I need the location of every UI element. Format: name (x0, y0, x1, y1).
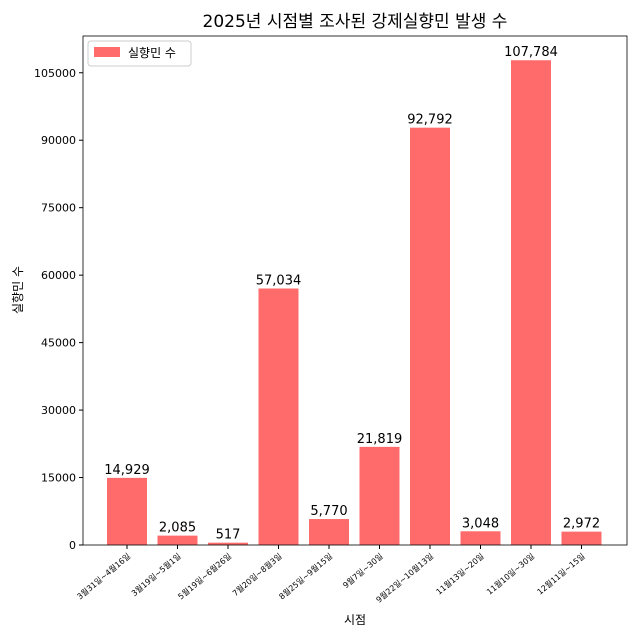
bar (107, 477, 147, 545)
bar (208, 542, 248, 545)
legend: 실향민 수 (87, 40, 192, 67)
x-axis-label: 시점 (344, 613, 366, 627)
data-label: 3,048 (462, 516, 499, 531)
x-tick-label: 8월25일~9월15일 (277, 551, 335, 602)
chart-title: 2025년 시점별 조사된 강제실향민 발생 수 (203, 12, 508, 32)
x-tick-label: 3월19일~5월1일 (129, 551, 183, 598)
bar (410, 127, 450, 546)
data-label: 92,792 (407, 113, 453, 128)
y-tick-label: 30000 (41, 404, 76, 417)
legend-label: 실향민 수 (128, 46, 176, 60)
bar (511, 60, 551, 545)
bar (561, 531, 602, 545)
bar (258, 288, 299, 545)
y-tick-label: 60000 (41, 269, 76, 282)
data-label: 2,085 (159, 521, 196, 536)
x-tick-label: 9월7일~30일 (341, 551, 385, 590)
x-tick-label: 11월10일~30일 (484, 551, 536, 597)
x-tick-label: 7월20일~8월3일 (230, 551, 284, 598)
y-tick-label: 105000 (34, 67, 76, 80)
bar (460, 531, 501, 545)
data-label: 57,034 (256, 273, 302, 288)
x-tick-label: 11월13일~20일 (434, 551, 486, 597)
plot-frame (82, 35, 628, 546)
bar (359, 446, 400, 545)
x-tick-label: 5월19일~6월26일 (176, 551, 234, 602)
y-tick-label: 0 (69, 539, 76, 552)
y-tick-label: 90000 (41, 134, 76, 147)
bar (309, 519, 349, 545)
y-axis-label: 실향민 수 (11, 266, 25, 314)
data-label: 2,972 (563, 517, 600, 532)
data-label: 14,929 (104, 463, 150, 478)
data-label: 21,819 (357, 432, 403, 447)
legend-swatch (94, 47, 120, 57)
data-label: 5,770 (310, 504, 347, 519)
y-tick-label: 15000 (41, 472, 76, 485)
x-tick-label: 12월11일~15일 (535, 551, 587, 597)
bar (157, 535, 198, 545)
y-tick-label: 45000 (41, 337, 76, 350)
y-tick-label: 75000 (41, 202, 76, 215)
data-label: 517 (216, 528, 241, 543)
data-label: 107,784 (504, 45, 558, 60)
x-tick-label: 3월31일~4월16일 (75, 551, 133, 602)
